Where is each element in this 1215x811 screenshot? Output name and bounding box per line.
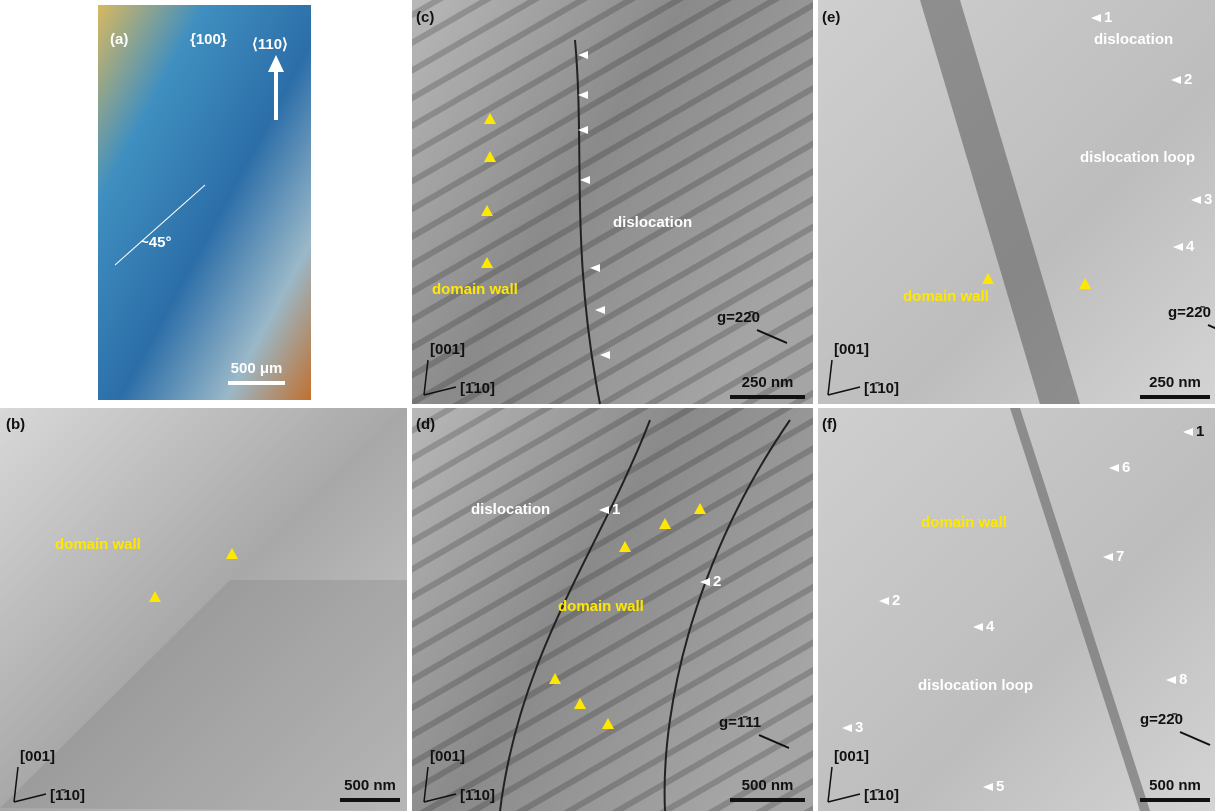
annotation: 1 (1196, 423, 1204, 440)
axis-label: [1̄10] (50, 787, 85, 804)
annotation: 4 (1186, 238, 1195, 255)
annotation: ~45° (140, 234, 171, 251)
scale-bar-label: 250 nm (1149, 374, 1201, 391)
axis-label: [1̄10] (460, 380, 495, 397)
scale-bar-label: 500 μm (231, 360, 283, 377)
annotation: dislocation (471, 501, 550, 518)
scale-bar-label: 250 nm (742, 374, 794, 391)
panel-label: (a) (110, 31, 128, 48)
axis-label: [001] (430, 341, 465, 358)
annotation: dislocation loop (1080, 149, 1195, 166)
axis-label: [001] (834, 341, 869, 358)
panel-label: (c) (416, 9, 434, 26)
panel-label: (e) (822, 9, 840, 26)
g-vector: g=22̄0 (1140, 711, 1183, 728)
panel-label: (d) (416, 416, 435, 433)
annotation: domain wall (903, 288, 989, 305)
g-vector: g=1̄11 (719, 714, 761, 731)
panel-label: (b) (6, 416, 25, 433)
annotation: 2 (713, 573, 721, 590)
axis-label: [001] (20, 748, 55, 765)
annotation: 1 (612, 501, 620, 518)
annotation: domain wall (558, 598, 644, 615)
annotation: 2 (892, 592, 900, 609)
annotation: dislocation (1094, 31, 1173, 48)
axis-label: [001] (430, 748, 465, 765)
annotation: 6 (1122, 459, 1130, 476)
g-vector: g=22̄0 (1168, 304, 1211, 321)
axis-label: [1̄10] (864, 380, 899, 397)
scale-bar-label: 500 nm (1149, 777, 1201, 794)
panel-f-image (818, 408, 1215, 811)
scale-bar-label: 500 nm (742, 777, 794, 794)
annotation: 3 (855, 719, 863, 736)
axis-label: [1̄10] (864, 787, 899, 804)
annotation: 7 (1116, 548, 1124, 565)
figure: (a) {100} ⟨110⟩ ~45° 500 μm (b) domain wall [00… (0, 0, 1215, 811)
panel-c-texture (412, 0, 813, 404)
annotation: 4 (986, 618, 995, 635)
annotation: 5 (996, 778, 1004, 795)
annotation: dislocation loop (918, 677, 1033, 694)
annotation: 2 (1184, 71, 1192, 88)
annotation: domain wall (432, 281, 518, 298)
annotation: ⟨110⟩ (252, 36, 288, 53)
annotation: domain wall (921, 514, 1007, 531)
annotation: 8 (1179, 671, 1187, 688)
g-vector: g=22̄0 (717, 309, 760, 326)
annotation: {100} (190, 31, 227, 48)
scale-bar-label: 500 nm (344, 777, 396, 794)
annotation: 1 (1104, 9, 1112, 26)
axis-label: [001] (834, 748, 869, 765)
annotation: dislocation (613, 214, 692, 231)
annotation: domain wall (55, 536, 141, 553)
panel-label: (f) (822, 416, 837, 433)
axis-label: [1̄10] (460, 787, 495, 804)
annotation: 3 (1204, 191, 1212, 208)
